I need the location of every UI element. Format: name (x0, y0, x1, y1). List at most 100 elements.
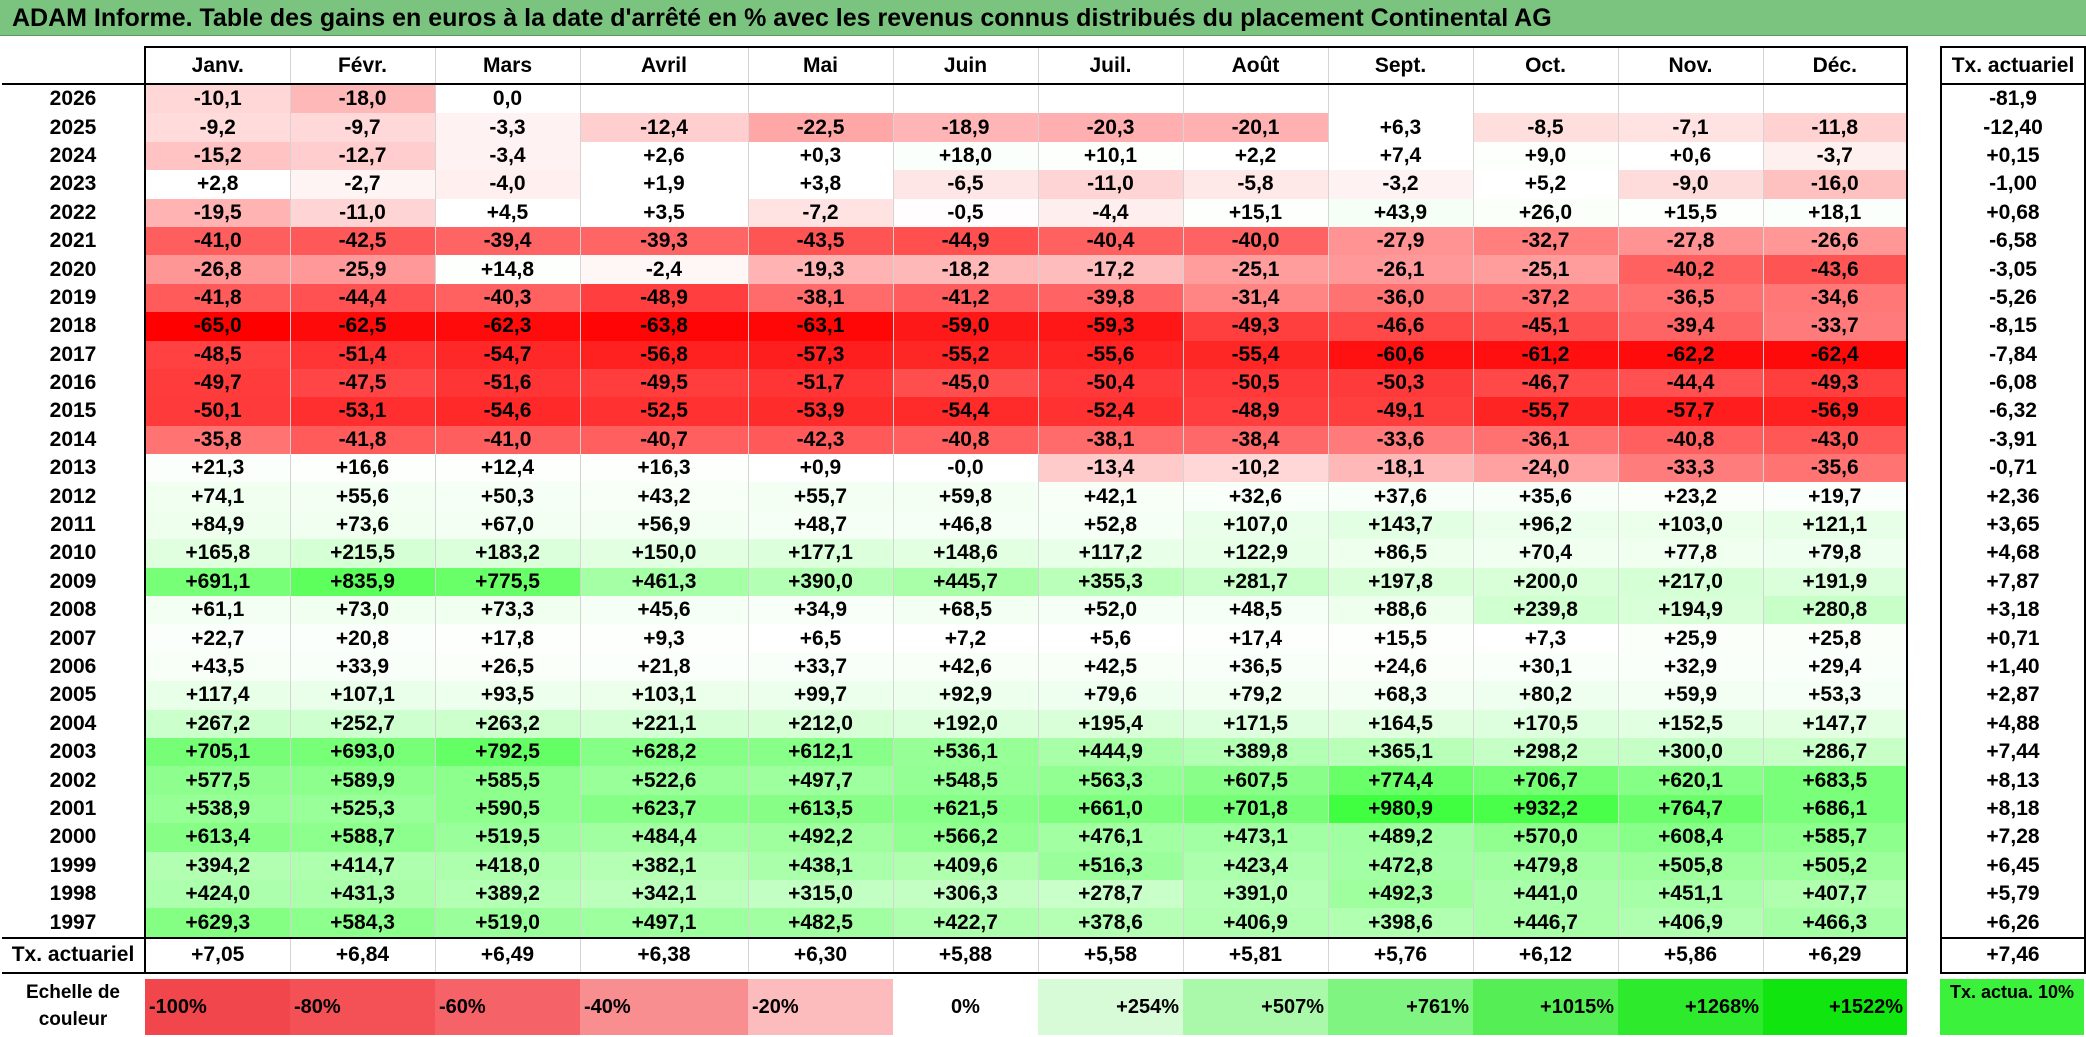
return-cell: +563,3 (1037, 766, 1183, 795)
table-row: 2018 -65,0 -62,5 -62,3 -63,8 -63,1 -59,0 -59,3-… (2, 312, 1908, 341)
return-cell: -56,9 (1762, 397, 1908, 426)
return-cell: +441,0 (1472, 879, 1618, 909)
year-label: 2021 (49, 229, 97, 253)
table-row: 2026 -10,1 -18,0 0,0 (2, 84, 1908, 114)
return-cell: +45,6 (579, 596, 748, 625)
return-cell: -56,8 (579, 340, 748, 369)
return-cell: +661,0 (1037, 794, 1183, 824)
return-cell: -50,5 (1182, 368, 1328, 398)
return-cell: +25,8 (1762, 624, 1908, 653)
return-cell: -41,8 (144, 283, 290, 313)
return-cell: +93,5 (434, 681, 580, 710)
legend-swatch: +254% (1038, 979, 1183, 1035)
return-cell: -50,3 (1327, 368, 1473, 398)
return-cell: -62,4 (1762, 340, 1908, 369)
legend-swatch: -40% (580, 979, 748, 1035)
year-label: 2023 (49, 172, 97, 196)
return-cell: +445,7 (892, 567, 1038, 597)
return-cell: -22,5 (747, 113, 893, 142)
return-cell: +99,7 (747, 681, 893, 710)
return-cell: -9,2 (144, 113, 290, 142)
rate-cell: -6,58 (1940, 226, 2086, 256)
return-cell: +629,3 (144, 908, 290, 938)
return-cell: +2,6 (579, 141, 748, 171)
return-cell: +192,0 (892, 709, 1038, 738)
avg-row-label: Tx. actuariel (2, 936, 145, 974)
rate-cell: -8,15 (1940, 312, 2086, 341)
avg-rate-cell: +5,86 (1617, 936, 1763, 974)
return-cell: -60,6 (1327, 340, 1473, 369)
return-cell: +706,7 (1472, 766, 1618, 795)
year-label: 2008 (49, 598, 97, 622)
return-cell: +42,5 (1037, 652, 1183, 682)
return-cell: +152,5 (1617, 709, 1763, 738)
return-cell (1472, 84, 1618, 114)
return-cell: +17,8 (434, 624, 580, 653)
month-header: Mars (434, 46, 580, 85)
title-bar: ADAM Informe. Table des gains en euros à… (0, 0, 2086, 36)
return-cell: -35,8 (144, 425, 290, 455)
return-cell: -10,2 (1182, 454, 1328, 483)
return-cell (1327, 84, 1473, 114)
legend-swatch: -80% (290, 979, 435, 1035)
rate-header: Tx. actuariel (1940, 46, 2086, 85)
year-label: 2001 (49, 796, 97, 820)
rate-cell: +8,18 (1940, 794, 2086, 824)
return-cell: -36,5 (1617, 283, 1763, 313)
return-cell: +482,5 (747, 908, 893, 938)
table-row: 2020 -26,8 -25,9 +14,8 -2,4 -19,3 -18,2 -17,2 -2… (2, 255, 1908, 284)
return-cell: +2,8 (144, 170, 290, 199)
return-cell: +79,2 (1182, 681, 1328, 710)
year-label: 2006 (49, 655, 97, 678)
return-cell: -18,0 (289, 84, 435, 114)
return-cell: +516,3 (1037, 851, 1183, 880)
return-cell: +9,0 (1472, 141, 1618, 171)
avg-rate-cell: +5,58 (1037, 936, 1183, 974)
rate-cell: -3,91 (1940, 425, 2086, 455)
return-cell: +150,0 (579, 539, 748, 568)
return-cell: +26,0 (1472, 198, 1618, 227)
return-cell: +73,0 (289, 596, 435, 625)
return-cell: -0,5 (892, 198, 1038, 227)
return-cell: -17,2 (1037, 255, 1183, 284)
return-cell: +5,6 (1037, 624, 1183, 653)
rate-cell: -7,84 (1940, 340, 2086, 369)
return-cell: -51,7 (747, 368, 893, 398)
return-cell: +2,2 (1182, 141, 1328, 171)
year-label: 2013 (49, 456, 97, 480)
return-cell: +59,9 (1617, 681, 1763, 710)
return-cell: -27,9 (1327, 226, 1473, 256)
return-cell: -42,5 (289, 226, 435, 256)
year-label: 1997 (49, 910, 97, 934)
return-cell: +42,1 (1037, 482, 1183, 511)
return-cell: +52,8 (1037, 510, 1183, 540)
year-label: 2015 (49, 399, 97, 423)
return-cell: -55,7 (1472, 397, 1618, 426)
return-cell: +492,3 (1327, 879, 1473, 909)
return-cell: +20,8 (289, 624, 435, 653)
month-header: Déc. (1762, 46, 1908, 85)
return-cell: +170,5 (1472, 709, 1618, 738)
return-cell: +382,1 (579, 851, 748, 880)
return-cell: -51,6 (434, 368, 580, 398)
avg-rate-cell: +6,49 (434, 936, 580, 974)
return-cell: -55,4 (1182, 340, 1328, 369)
return-cell: -8,5 (1472, 113, 1618, 142)
return-cell (892, 84, 1038, 114)
return-cell: -11,0 (289, 198, 435, 227)
return-cell (1182, 84, 1328, 114)
return-cell: +56,9 (579, 510, 748, 540)
year-label: 2009 (49, 569, 97, 593)
return-cell: +431,3 (289, 879, 435, 909)
return-cell: +88,6 (1327, 596, 1473, 625)
return-cell: -62,3 (434, 312, 580, 341)
return-cell: -35,6 (1762, 454, 1908, 483)
return-cell: -63,1 (747, 312, 893, 341)
return-cell: +497,1 (579, 908, 748, 938)
legend-swatch: 0% (893, 979, 1038, 1035)
return-cell: -34,6 (1762, 283, 1908, 313)
color-scale-legend: Echelle de couleur -100% -80% -60% -40% -20%… (0, 979, 2086, 1035)
table-row: 2023 +2,8 -2,7 -4,0 +1,9 +3,8 -6,5 -11,0 -5,8 -3,… (2, 170, 1908, 199)
return-cell: +391,0 (1182, 879, 1328, 909)
return-cell: +148,6 (892, 539, 1038, 568)
